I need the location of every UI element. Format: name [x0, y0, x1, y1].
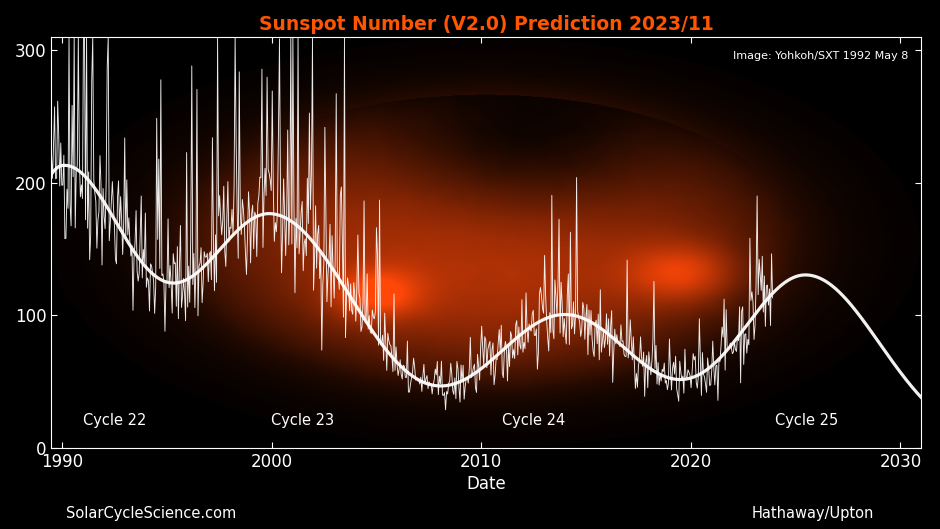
Text: Cycle 25: Cycle 25 [775, 413, 838, 428]
Text: SolarCycleScience.com: SolarCycleScience.com [66, 506, 236, 521]
Text: Cycle 24: Cycle 24 [502, 413, 565, 428]
X-axis label: Date: Date [466, 475, 507, 493]
Text: Cycle 22: Cycle 22 [83, 413, 146, 428]
Text: Image: Yohkoh/SXT 1992 May 8: Image: Yohkoh/SXT 1992 May 8 [733, 51, 908, 61]
Text: Hathaway/Upton: Hathaway/Upton [752, 506, 874, 521]
Text: Cycle 23: Cycle 23 [272, 413, 335, 428]
Title: Sunspot Number (V2.0) Prediction 2023/11: Sunspot Number (V2.0) Prediction 2023/11 [259, 15, 713, 34]
